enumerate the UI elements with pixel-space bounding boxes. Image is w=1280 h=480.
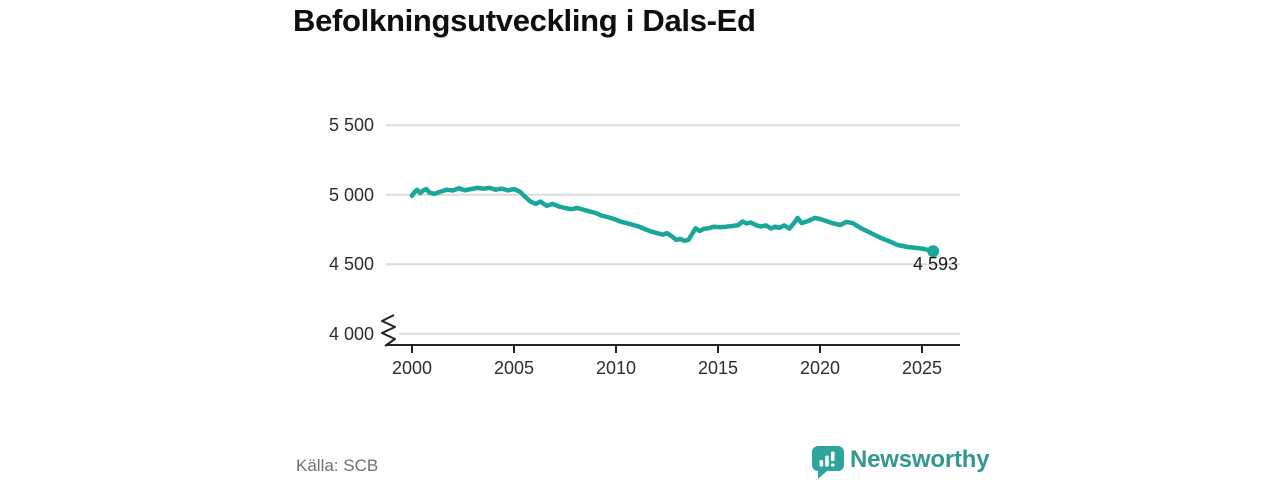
latest-value-label: 4 593 — [912, 254, 958, 274]
axis-break-icon — [381, 314, 396, 347]
x-tick-label: 2015 — [697, 358, 739, 378]
newsworthy-logo: Newsworthy — [811, 445, 990, 479]
newsworthy-chart-bubble-icon — [812, 446, 844, 479]
y-tick-label: 4 500 — [328, 254, 374, 275]
x-tick-label: 2005 — [493, 358, 535, 378]
x-tick-label: 2000 — [391, 358, 433, 378]
source-caption: Källa: SCB — [296, 456, 379, 475]
chart-title: Befolkningsutveckling i Dals-Ed — [293, 3, 756, 38]
x-tick-label: 2025 — [901, 358, 943, 378]
newsworthy-wordmark: Newsworthy — [850, 446, 990, 473]
y-tick-label: 4 000 — [328, 323, 374, 344]
x-tick-label: 2020 — [799, 358, 841, 378]
y-tick-label: 5 000 — [328, 184, 374, 205]
population-series-line — [409, 185, 936, 254]
latest-value-dot — [927, 245, 940, 258]
x-tick-label: 2010 — [595, 358, 637, 378]
y-tick-label: 5 500 — [328, 115, 374, 136]
